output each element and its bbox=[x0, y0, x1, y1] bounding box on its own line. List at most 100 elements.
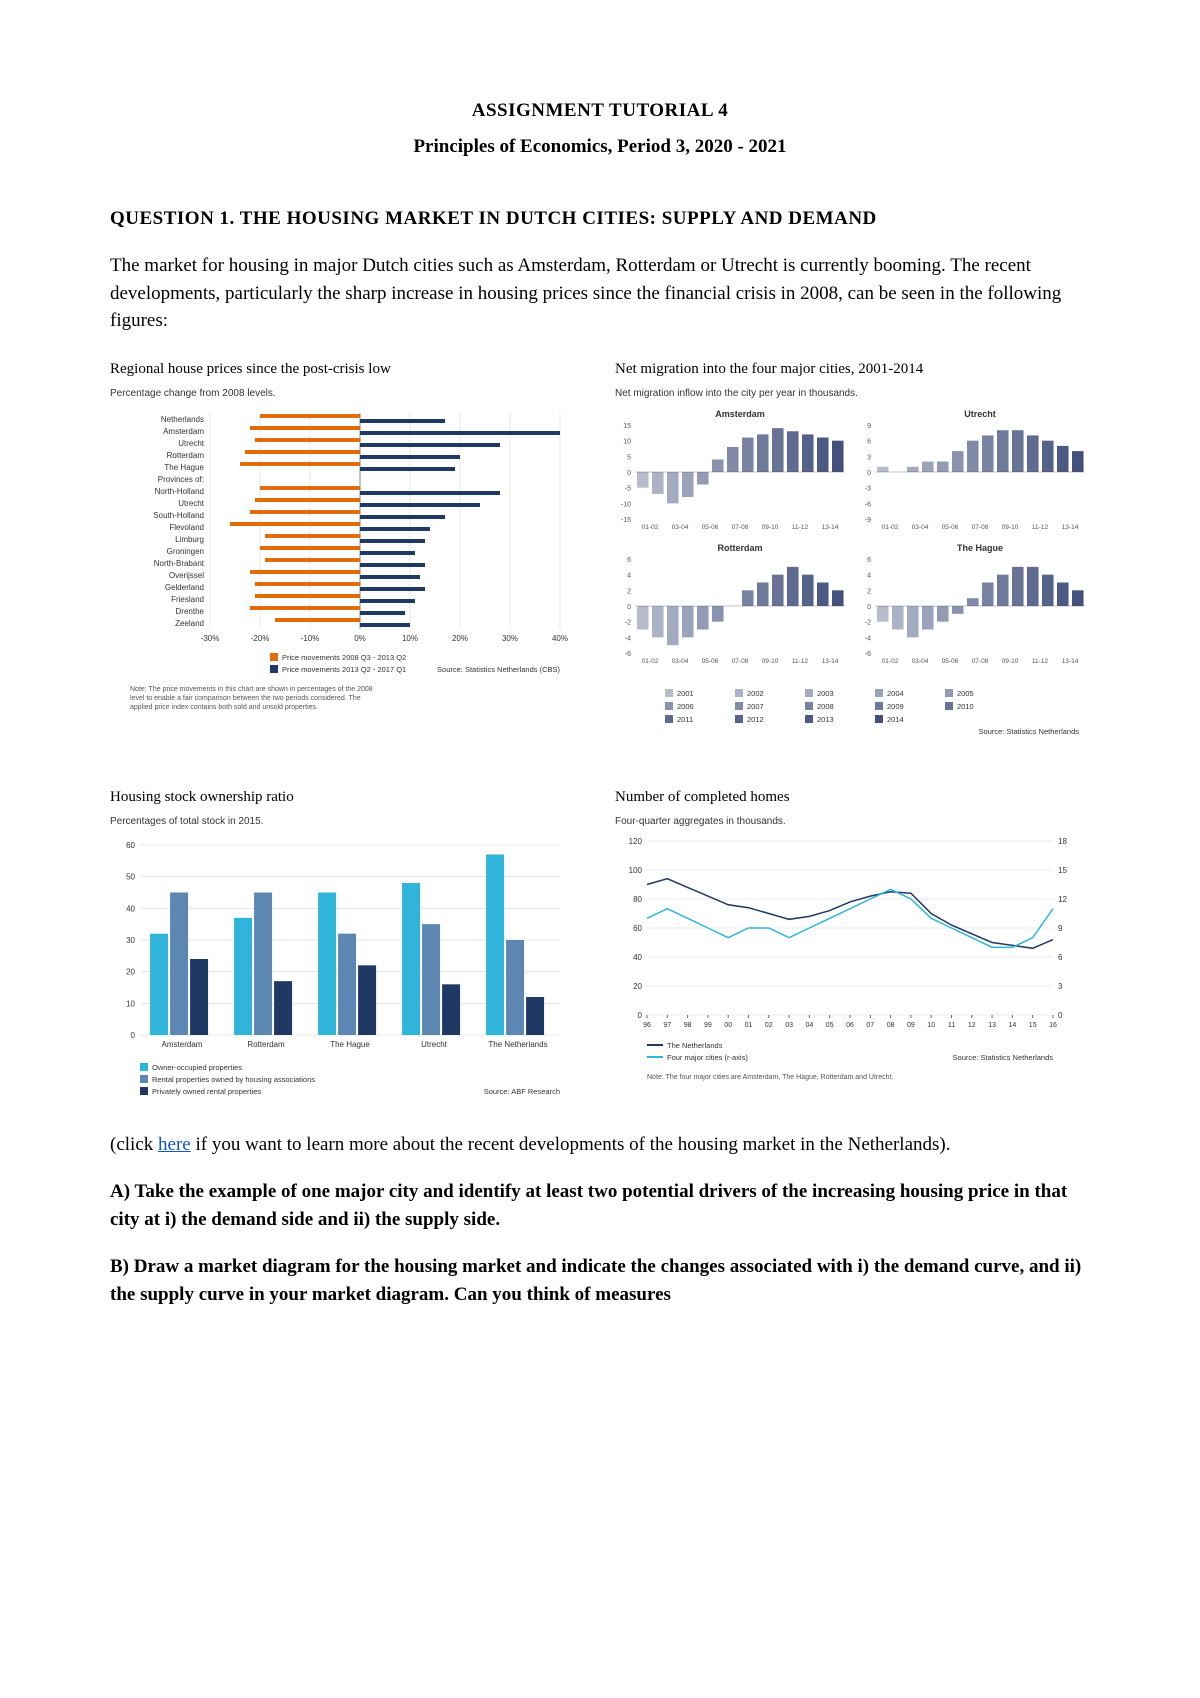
svg-text:6: 6 bbox=[627, 557, 631, 564]
svg-text:6: 6 bbox=[867, 438, 871, 445]
svg-text:11-12: 11-12 bbox=[1032, 524, 1049, 531]
svg-text:30%: 30% bbox=[502, 634, 518, 643]
svg-text:0: 0 bbox=[627, 470, 631, 477]
svg-text:18: 18 bbox=[1058, 837, 1067, 846]
svg-text:9: 9 bbox=[1058, 924, 1063, 933]
svg-text:07-08: 07-08 bbox=[972, 524, 989, 531]
svg-text:-9: -9 bbox=[865, 517, 871, 524]
svg-text:-4: -4 bbox=[625, 635, 631, 642]
svg-text:00: 00 bbox=[724, 1022, 732, 1029]
svg-text:10: 10 bbox=[927, 1022, 935, 1029]
svg-text:0: 0 bbox=[131, 1031, 136, 1040]
svg-text:05: 05 bbox=[826, 1022, 834, 1029]
svg-text:Source: Statistics Netherlands: Source: Statistics Netherlands (CBS) bbox=[437, 665, 560, 674]
svg-text:50: 50 bbox=[126, 872, 135, 881]
svg-text:South-Holland: South-Holland bbox=[153, 511, 204, 520]
svg-text:Source: ABF Research: Source: ABF Research bbox=[484, 1087, 560, 1096]
svg-text:0%: 0% bbox=[354, 634, 366, 643]
svg-text:-10%: -10% bbox=[301, 634, 320, 643]
svg-text:05-06: 05-06 bbox=[702, 524, 719, 531]
svg-text:10: 10 bbox=[623, 438, 631, 445]
chart-completed-homes: Number of completed homes Four-quarter a… bbox=[615, 789, 1090, 1115]
svg-text:Four major cities (r-axis): Four major cities (r-axis) bbox=[667, 1053, 748, 1062]
svg-text:3: 3 bbox=[1058, 982, 1063, 991]
svg-text:5: 5 bbox=[627, 454, 631, 461]
svg-text:15: 15 bbox=[623, 423, 631, 430]
svg-text:0: 0 bbox=[867, 604, 871, 611]
svg-text:16: 16 bbox=[1049, 1022, 1057, 1029]
svg-text:07-08: 07-08 bbox=[972, 658, 989, 665]
svg-text:40%: 40% bbox=[552, 634, 568, 643]
svg-text:2003: 2003 bbox=[817, 689, 834, 698]
page-title: ASSIGNMENT TUTORIAL 4 bbox=[110, 100, 1090, 122]
svg-text:05-06: 05-06 bbox=[942, 524, 959, 531]
svg-text:-5: -5 bbox=[625, 485, 631, 492]
svg-text:4: 4 bbox=[627, 572, 631, 579]
svg-text:2012: 2012 bbox=[747, 715, 764, 724]
svg-text:Amsterdam: Amsterdam bbox=[163, 427, 204, 436]
chart3-svg: 0102030405060AmsterdamRotterdamThe Hague… bbox=[110, 835, 570, 1115]
svg-text:10%: 10% bbox=[402, 634, 418, 643]
svg-text:Groningen: Groningen bbox=[167, 547, 204, 556]
svg-text:Rotterdam: Rotterdam bbox=[717, 543, 762, 553]
chart-regional-prices: Regional house prices since the post-cri… bbox=[110, 361, 585, 767]
svg-text:2013: 2013 bbox=[817, 715, 834, 724]
chart4-title: Number of completed homes bbox=[615, 789, 1090, 806]
svg-text:12: 12 bbox=[1058, 895, 1067, 904]
svg-text:13-14: 13-14 bbox=[1062, 524, 1079, 531]
svg-text:01-02: 01-02 bbox=[882, 658, 899, 665]
svg-text:15: 15 bbox=[1058, 866, 1067, 875]
here-link[interactable]: here bbox=[158, 1134, 191, 1155]
svg-text:2: 2 bbox=[627, 588, 631, 595]
svg-text:100: 100 bbox=[629, 866, 643, 875]
click-pre: (click bbox=[110, 1134, 158, 1155]
svg-text:14: 14 bbox=[1009, 1022, 1017, 1029]
chart3-title: Housing stock ownership ratio bbox=[110, 789, 585, 806]
question-1-heading: QUESTION 1. THE HOUSING MARKET IN DUTCH … bbox=[110, 208, 1090, 230]
svg-text:Price movements 2013 Q2 - 2017: Price movements 2013 Q2 - 2017 Q1 bbox=[282, 665, 406, 674]
svg-text:Amsterdam: Amsterdam bbox=[715, 409, 765, 419]
svg-text:30: 30 bbox=[126, 936, 135, 945]
svg-text:2010: 2010 bbox=[957, 702, 974, 711]
svg-text:07-08: 07-08 bbox=[732, 524, 749, 531]
svg-text:12: 12 bbox=[968, 1022, 976, 1029]
svg-text:120: 120 bbox=[629, 837, 643, 846]
svg-text:09-10: 09-10 bbox=[762, 658, 779, 665]
svg-text:20: 20 bbox=[126, 967, 135, 976]
svg-text:The Hague: The Hague bbox=[164, 463, 204, 472]
svg-text:03: 03 bbox=[785, 1022, 793, 1029]
svg-text:Zeeland: Zeeland bbox=[175, 619, 204, 628]
svg-text:2007: 2007 bbox=[747, 702, 764, 711]
svg-text:Privately owned rental propert: Privately owned rental properties bbox=[152, 1087, 261, 1096]
svg-text:2002: 2002 bbox=[747, 689, 764, 698]
charts-grid: Regional house prices since the post-cri… bbox=[110, 361, 1090, 1115]
svg-text:Rotterdam: Rotterdam bbox=[247, 1040, 285, 1049]
svg-text:09-10: 09-10 bbox=[1002, 658, 1019, 665]
click-here-paragraph: (click here if you want to learn more ab… bbox=[110, 1131, 1090, 1159]
svg-text:The Hague: The Hague bbox=[330, 1040, 370, 1049]
svg-text:The Netherlands: The Netherlands bbox=[488, 1040, 547, 1049]
svg-text:-6: -6 bbox=[865, 651, 871, 658]
svg-text:Note: The price movements in t: Note: The price movements in this chart … bbox=[130, 686, 373, 693]
svg-text:07-08: 07-08 bbox=[732, 658, 749, 665]
svg-text:01: 01 bbox=[745, 1022, 753, 1029]
svg-text:-6: -6 bbox=[625, 651, 631, 658]
svg-text:Flevoland: Flevoland bbox=[169, 523, 204, 532]
svg-text:Owner-occupied properties: Owner-occupied properties bbox=[152, 1063, 242, 1072]
svg-text:11: 11 bbox=[948, 1022, 955, 1029]
svg-text:03-04: 03-04 bbox=[912, 524, 929, 531]
svg-text:60: 60 bbox=[633, 924, 642, 933]
svg-text:-2: -2 bbox=[625, 619, 631, 626]
svg-text:11-12: 11-12 bbox=[792, 524, 809, 531]
svg-text:Amsterdam: Amsterdam bbox=[162, 1040, 203, 1049]
svg-text:09-10: 09-10 bbox=[762, 524, 779, 531]
svg-text:6: 6 bbox=[867, 557, 871, 564]
svg-text:2001: 2001 bbox=[677, 689, 694, 698]
chart2-subtitle: Net migration inflow into the city per y… bbox=[615, 388, 1090, 399]
chart4-subtitle: Four-quarter aggregates in thousands. bbox=[615, 816, 1090, 827]
click-post: if you want to learn more about the rece… bbox=[191, 1134, 951, 1155]
chart1-title: Regional house prices since the post-cri… bbox=[110, 361, 585, 378]
svg-text:-3: -3 bbox=[865, 485, 871, 492]
svg-text:2009: 2009 bbox=[887, 702, 904, 711]
svg-text:6: 6 bbox=[1058, 953, 1063, 962]
